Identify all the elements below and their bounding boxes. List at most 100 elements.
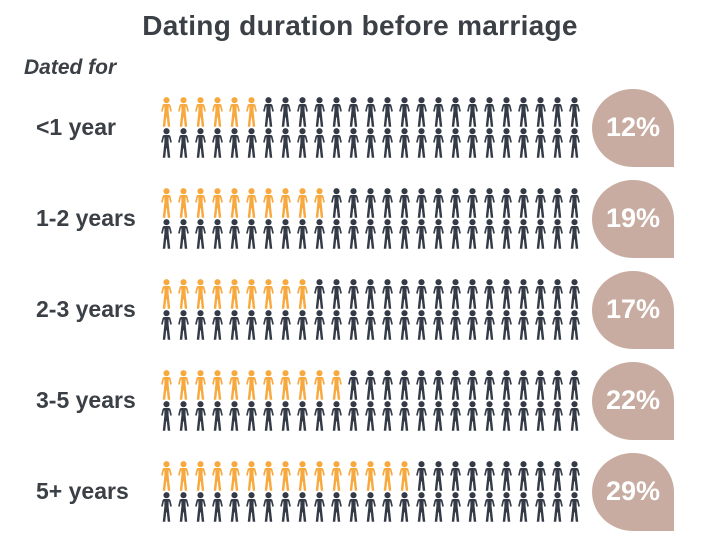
person-icon: [499, 279, 514, 309]
person-icon: [363, 461, 378, 491]
person-icon: [244, 97, 259, 127]
person-icon: [567, 492, 582, 522]
person-icon: [210, 97, 225, 127]
person-icon: [567, 219, 582, 249]
person-icon: [363, 219, 378, 249]
person-icon: [176, 128, 191, 158]
person-icon: [465, 401, 480, 431]
person-icon: [499, 492, 514, 522]
person-icon: [346, 461, 361, 491]
person-icon: [210, 401, 225, 431]
person-icon: [448, 461, 463, 491]
person-icon: [567, 128, 582, 158]
person-icon: [448, 279, 463, 309]
person-icon: [448, 401, 463, 431]
person-icon: [278, 310, 293, 340]
person-icon: [227, 219, 242, 249]
person-icon: [261, 492, 276, 522]
row-label: 3-5 years: [36, 387, 136, 413]
person-icon: [210, 219, 225, 249]
percent-badge: 22%: [592, 361, 674, 440]
person-icon: [329, 279, 344, 309]
icon-line: [159, 370, 588, 400]
person-icon: [159, 370, 174, 400]
chart-row: 1-2 years 19%: [0, 173, 720, 264]
person-icon: [210, 188, 225, 218]
person-icon: [329, 188, 344, 218]
person-icon: [312, 97, 327, 127]
percent-badge: 17%: [592, 270, 674, 349]
person-icon: [550, 370, 565, 400]
person-icon: [448, 492, 463, 522]
person-icon: [312, 461, 327, 491]
person-icon: [414, 461, 429, 491]
person-icon: [516, 128, 531, 158]
person-icon: [448, 219, 463, 249]
icon-grid: [159, 370, 588, 431]
person-icon: [567, 370, 582, 400]
person-icon: [482, 492, 497, 522]
person-icon: [380, 401, 395, 431]
person-icon: [312, 310, 327, 340]
person-icon: [482, 279, 497, 309]
row-label: <1 year: [36, 114, 116, 140]
person-icon: [227, 461, 242, 491]
person-icon: [533, 188, 548, 218]
person-icon: [295, 97, 310, 127]
person-icon: [244, 279, 259, 309]
person-icon: [482, 401, 497, 431]
person-icon: [278, 492, 293, 522]
person-icon: [227, 279, 242, 309]
person-icon: [380, 370, 395, 400]
person-icon: [261, 461, 276, 491]
person-icon: [482, 461, 497, 491]
icon-line: [159, 188, 588, 218]
person-icon: [312, 492, 327, 522]
chart-row: 2-3 years 17%: [0, 264, 720, 355]
person-icon: [363, 279, 378, 309]
person-icon: [482, 219, 497, 249]
person-icon: [499, 219, 514, 249]
person-icon: [550, 492, 565, 522]
person-icon: [210, 128, 225, 158]
person-icon: [193, 401, 208, 431]
person-icon: [193, 370, 208, 400]
person-icon: [261, 279, 276, 309]
row-label: 2-3 years: [36, 296, 136, 322]
person-icon: [210, 461, 225, 491]
person-icon: [567, 279, 582, 309]
icon-line: [159, 461, 588, 491]
person-icon: [227, 310, 242, 340]
person-icon: [414, 97, 429, 127]
person-icon: [227, 370, 242, 400]
person-icon: [465, 128, 480, 158]
person-icon: [499, 401, 514, 431]
person-icon: [499, 128, 514, 158]
person-icon: [278, 461, 293, 491]
person-icon: [397, 219, 412, 249]
person-icon: [380, 492, 395, 522]
person-icon: [227, 128, 242, 158]
icon-grid: [159, 97, 588, 158]
person-icon: [329, 370, 344, 400]
person-icon: [550, 97, 565, 127]
person-icon: [193, 310, 208, 340]
person-icon: [176, 97, 191, 127]
person-icon: [414, 128, 429, 158]
person-icon: [397, 370, 412, 400]
person-icon: [533, 97, 548, 127]
person-icon: [550, 310, 565, 340]
person-icon: [363, 310, 378, 340]
person-icon: [193, 279, 208, 309]
person-icon: [312, 370, 327, 400]
person-icon: [244, 401, 259, 431]
person-icon: [567, 461, 582, 491]
person-icon: [346, 401, 361, 431]
person-icon: [261, 97, 276, 127]
person-icon: [465, 310, 480, 340]
person-icon: [176, 188, 191, 218]
person-icon: [295, 461, 310, 491]
person-icon: [550, 279, 565, 309]
person-icon: [159, 401, 174, 431]
person-icon: [176, 219, 191, 249]
